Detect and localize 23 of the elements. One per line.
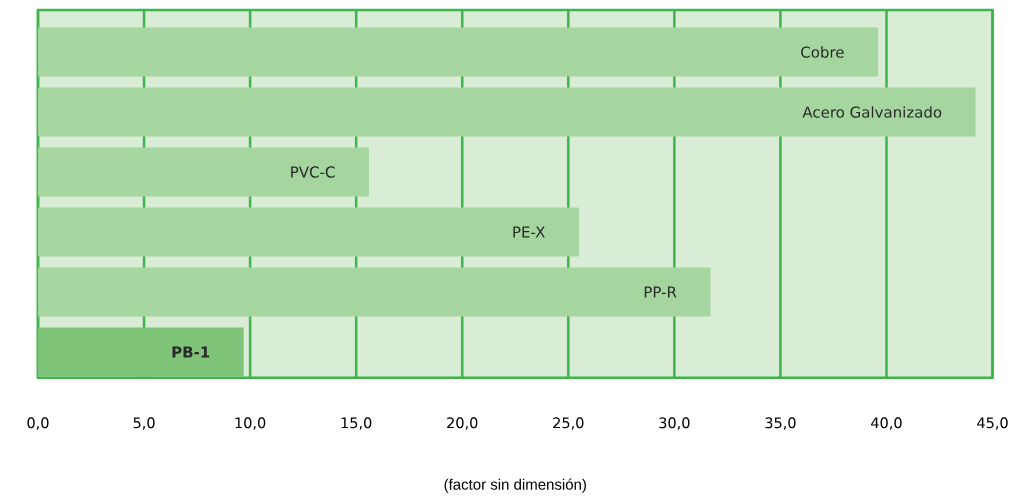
bar: [37, 27, 878, 77]
x-tick-label: 30,0: [659, 417, 690, 430]
x-tick-label: 0,0: [27, 417, 49, 430]
bar: [37, 267, 711, 317]
y-tick-label: Cobre: [801, 46, 844, 58]
x-tick-label: 5,0: [133, 417, 155, 430]
x-tick-label: 10,0: [235, 417, 266, 430]
y-tick-label: PP-R: [644, 286, 677, 298]
y-tick-label: Acero Galvanizado: [802, 106, 942, 118]
x-tick-label: 45,0: [977, 417, 1008, 430]
x-axis-title: (factor sin dimensión): [444, 478, 586, 493]
x-tick-label: 40,0: [871, 417, 902, 430]
y-tick-label: PB-1: [172, 346, 210, 358]
bar: [37, 207, 579, 257]
bar: [37, 147, 369, 197]
x-tick-label: 20,0: [447, 417, 478, 430]
x-tick-label: 35,0: [765, 417, 796, 430]
bar: [37, 87, 976, 137]
y-tick-label: PVC-C: [291, 166, 335, 178]
y-tick-label: PE-X: [513, 226, 545, 238]
x-tick-label: 15,0: [341, 417, 372, 430]
x-tick-label: 25,0: [553, 417, 584, 430]
bar: [37, 327, 244, 377]
